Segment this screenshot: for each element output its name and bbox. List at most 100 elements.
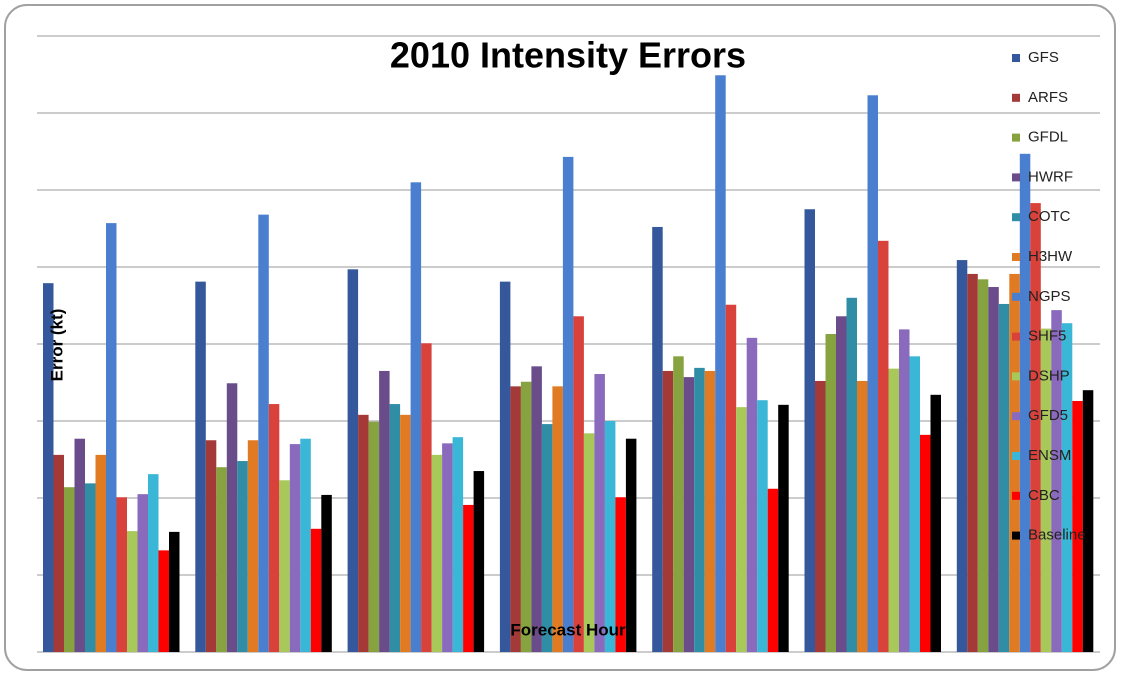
bar: [510, 386, 521, 652]
legend-swatch: [1012, 531, 1020, 540]
bar: [583, 433, 595, 652]
bar: [289, 444, 301, 652]
legend-label: DSHP: [1028, 367, 1070, 384]
bar: [226, 383, 238, 652]
bar: [499, 281, 511, 652]
bar: [358, 414, 369, 652]
bar: [421, 343, 432, 652]
bar: [846, 297, 857, 652]
bar: [368, 421, 380, 652]
bars: [43, 75, 1094, 653]
bar: [920, 434, 931, 652]
bar: [400, 414, 411, 652]
bar: [694, 367, 705, 652]
legend-label: GFDL: [1028, 129, 1068, 146]
bar: [977, 279, 989, 652]
bar: [1040, 328, 1052, 652]
bar: [379, 370, 390, 652]
bar: [594, 374, 605, 652]
bar: [652, 226, 663, 652]
bar: [1009, 273, 1020, 652]
bar: [1082, 390, 1094, 652]
bar: [899, 329, 910, 652]
bar: [956, 260, 968, 652]
bar: [410, 182, 422, 653]
legend-label: ENSM: [1028, 447, 1071, 464]
bar: [825, 333, 836, 652]
bar: [715, 75, 726, 652]
bar: [541, 424, 553, 652]
bar: [615, 497, 626, 652]
bar: [815, 380, 826, 652]
bar: [116, 497, 127, 652]
bar: [452, 437, 464, 652]
legend-label: HWRF: [1028, 168, 1073, 185]
bar: [704, 370, 716, 652]
legend-label: GFS: [1028, 49, 1059, 66]
legend-label: H3HW: [1028, 248, 1073, 265]
bar: [520, 381, 532, 652]
bar: [137, 494, 148, 652]
bar: [431, 454, 443, 652]
bar: [930, 394, 941, 652]
bar: [683, 377, 695, 652]
bar: [562, 156, 574, 652]
legend-swatch: [1012, 332, 1020, 341]
legend-label: ARFS: [1028, 89, 1068, 106]
bar: [347, 269, 359, 652]
bar: [625, 438, 637, 652]
bar: [878, 240, 889, 652]
bar: [268, 404, 280, 652]
bar: [552, 386, 563, 652]
bar: [74, 438, 85, 652]
bar: [757, 400, 768, 652]
y-axis-label: Error (kt): [47, 309, 66, 382]
bar: [725, 304, 737, 652]
bar: [473, 471, 485, 652]
bar: [778, 404, 789, 652]
bar: [463, 504, 474, 652]
bar: [1061, 323, 1073, 652]
bar: [836, 316, 847, 652]
legend-swatch: [1012, 491, 1020, 500]
bar: [867, 95, 878, 653]
legend-label: CBC: [1028, 487, 1060, 504]
legend-swatch: [1012, 372, 1020, 381]
x-axis-label: Forecast Hour: [510, 620, 626, 639]
bar: [909, 356, 920, 652]
bar: [195, 281, 206, 652]
bar: [205, 440, 217, 652]
bar: [158, 550, 169, 652]
legend-swatch: [1012, 292, 1020, 301]
bar: [127, 531, 138, 652]
bar: [673, 356, 684, 652]
bar: [442, 443, 453, 652]
legend-label: SHF5: [1028, 328, 1066, 345]
bar: [310, 528, 322, 652]
bar: [1051, 310, 1062, 652]
legend-swatch: [1012, 173, 1020, 182]
legend-label: COTC: [1028, 208, 1071, 225]
bar: [662, 370, 674, 652]
bar: [258, 214, 269, 652]
bar: [967, 273, 978, 652]
bar: [746, 337, 758, 652]
chart-title: 2010 Intensity Errors: [390, 35, 746, 76]
bar: [736, 407, 747, 652]
bar: [857, 380, 868, 652]
legend-swatch: [1012, 54, 1020, 62]
bar: [389, 404, 401, 652]
bar: [321, 494, 332, 652]
bar: [1030, 203, 1041, 652]
bar: [1072, 400, 1083, 652]
bar: [531, 366, 542, 652]
bar: [300, 438, 311, 652]
bar: [64, 487, 75, 652]
bar: [43, 283, 54, 652]
bar: [604, 421, 616, 652]
bar: [216, 467, 227, 652]
bar: [804, 209, 815, 652]
bar: [998, 303, 1010, 652]
legend-swatch: [1012, 452, 1020, 460]
bar: [106, 223, 117, 653]
